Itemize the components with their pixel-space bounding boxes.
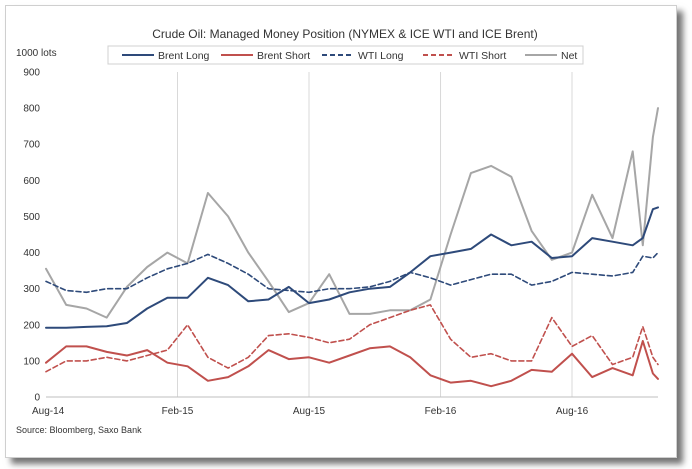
series-wti-long	[45, 251, 659, 294]
legend: Brent Long Brent Short WTI Long WTI Short Ne…	[107, 45, 584, 65]
y-unit-label: 1000 lots	[16, 48, 57, 59]
x-tick-label: Feb-15	[162, 406, 194, 417]
legend-label: Net	[561, 50, 577, 62]
chart-title: Crude Oil: Managed Money Position (NYMEX…	[152, 27, 537, 41]
legend-label: Brent Long	[158, 50, 210, 62]
series-brent-long	[45, 206, 659, 329]
y-tick-label: 100	[23, 356, 40, 367]
y-tick-label: 700	[23, 140, 40, 151]
series-brent-short	[45, 340, 659, 388]
y-tick-label: 800	[23, 104, 40, 115]
source-note: Source: Bloomberg, Saxo Bank	[16, 425, 142, 435]
x-axis-ticks: Aug-14 Feb-15 Aug-15 Feb-16 Aug-16	[32, 406, 589, 417]
series-lines	[45, 107, 659, 388]
legend-box	[107, 45, 584, 65]
y-tick-label: 300	[23, 284, 40, 295]
x-tick-label: Aug-14	[32, 406, 65, 417]
vertical-gridlines	[177, 72, 573, 397]
x-tick-label: Aug-16	[556, 406, 589, 417]
x-tick-label: Aug-15	[293, 406, 326, 417]
y-axis-ticks: 0 100 200 300 400 500 600 700 800 900	[23, 68, 40, 404]
chart-frame	[5, 5, 677, 458]
y-tick-label: 200	[23, 320, 40, 331]
y-tick-label: 0	[34, 393, 40, 404]
y-tick-label: 500	[23, 212, 40, 223]
legend-label: WTI Short	[459, 50, 506, 62]
legend-label: WTI Long	[358, 50, 404, 62]
legend-label: Brent Short	[257, 50, 310, 62]
x-tick-label: Feb-16	[425, 406, 457, 417]
y-tick-label: 600	[23, 176, 40, 187]
y-tick-label: 900	[23, 68, 40, 79]
y-tick-label: 400	[23, 248, 40, 259]
series-net	[45, 107, 659, 319]
